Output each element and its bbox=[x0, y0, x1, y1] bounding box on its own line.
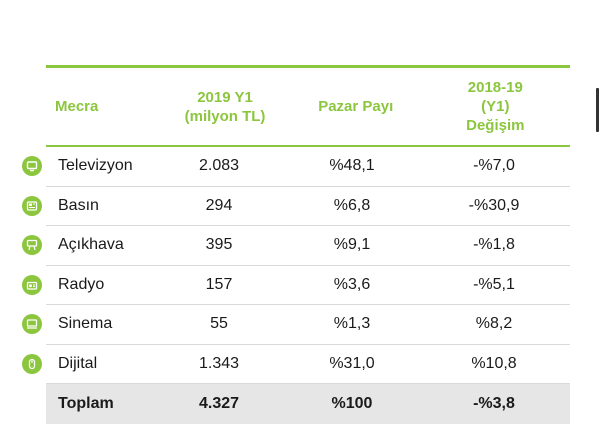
header-change-line1: 2018-19 bbox=[467, 79, 523, 96]
media-name: Sinema bbox=[58, 315, 113, 333]
media-value: 55 bbox=[210, 315, 228, 333]
newspaper-icon bbox=[22, 195, 42, 216]
tv-icon bbox=[22, 156, 42, 177]
table-row-total: Toplam 4.327 %100 -%3,8 bbox=[46, 384, 570, 424]
total-value: 4.327 bbox=[198, 395, 240, 412]
media-change: %8,2 bbox=[475, 315, 513, 333]
media-change: -%30,9 bbox=[468, 196, 520, 214]
media-share: %3,6 bbox=[333, 275, 371, 293]
media-share: %31,0 bbox=[329, 354, 375, 372]
header-value-line1: 2019 Y1 bbox=[197, 88, 253, 106]
media-change: -%1,8 bbox=[473, 236, 515, 254]
table-row-radyo: Radyo 157 %3,6 -%5,1 bbox=[22, 266, 570, 305]
table-row-televizyon: Televizyon 2.083 %48,1 -%7,0 bbox=[22, 147, 570, 187]
media-name: Açıkhava bbox=[58, 236, 124, 254]
media-name: Radyo bbox=[58, 275, 105, 293]
header-share: Pazar Payı bbox=[318, 98, 394, 115]
header-value: 2019 Y1 (milyon TL) bbox=[159, 68, 291, 145]
total-change: -%3,8 bbox=[473, 395, 515, 412]
table-header: Mecra 2019 Y1 (milyon TL) Pazar Payı 201… bbox=[46, 68, 570, 147]
media-change: %10,8 bbox=[471, 354, 517, 372]
media-value: 2.083 bbox=[198, 157, 240, 175]
media-name: Basın bbox=[58, 196, 99, 214]
header-change-line3: Değişim bbox=[466, 117, 525, 134]
table-row-acikhava: Açıkhava 395 %9,1 -%1,8 bbox=[22, 226, 570, 266]
header-change-line2: (Y1) bbox=[481, 98, 510, 115]
media-change: -%5,1 bbox=[473, 275, 515, 293]
media-value: 157 bbox=[205, 275, 233, 293]
total-share: %100 bbox=[331, 395, 373, 412]
header-media: Mecra bbox=[55, 98, 99, 115]
media-change: -%7,0 bbox=[473, 157, 515, 175]
media-value: 395 bbox=[205, 236, 233, 254]
media-table: Mecra 2019 Y1 (milyon TL) Pazar Payı 201… bbox=[22, 65, 570, 424]
cinema-icon bbox=[22, 314, 42, 335]
total-label: Toplam bbox=[58, 395, 114, 412]
media-share: %9,1 bbox=[333, 236, 371, 254]
media-value: 1.343 bbox=[198, 354, 240, 372]
page-edge-mark bbox=[596, 88, 599, 132]
table-row-basin: Basın 294 %6,8 -%30,9 bbox=[22, 187, 570, 226]
media-share: %48,1 bbox=[329, 157, 375, 175]
table-row-dijital: Dijital 1.343 %31,0 %10,8 bbox=[22, 345, 570, 384]
radio-icon bbox=[22, 274, 42, 295]
header-change: 2018-19 (Y1) Değişim bbox=[421, 68, 570, 145]
media-share: %6,8 bbox=[333, 196, 371, 214]
billboard-icon bbox=[22, 235, 42, 256]
media-name: Televizyon bbox=[58, 157, 133, 175]
header-value-line2: (milyon TL) bbox=[184, 107, 266, 125]
table-top-rule bbox=[46, 65, 570, 68]
mouse-icon bbox=[22, 353, 42, 374]
media-name: Dijital bbox=[58, 354, 98, 372]
table-row-sinema: Sinema 55 %1,3 %8,2 bbox=[22, 305, 570, 345]
media-share: %1,3 bbox=[333, 315, 371, 333]
media-value: 294 bbox=[205, 196, 233, 214]
